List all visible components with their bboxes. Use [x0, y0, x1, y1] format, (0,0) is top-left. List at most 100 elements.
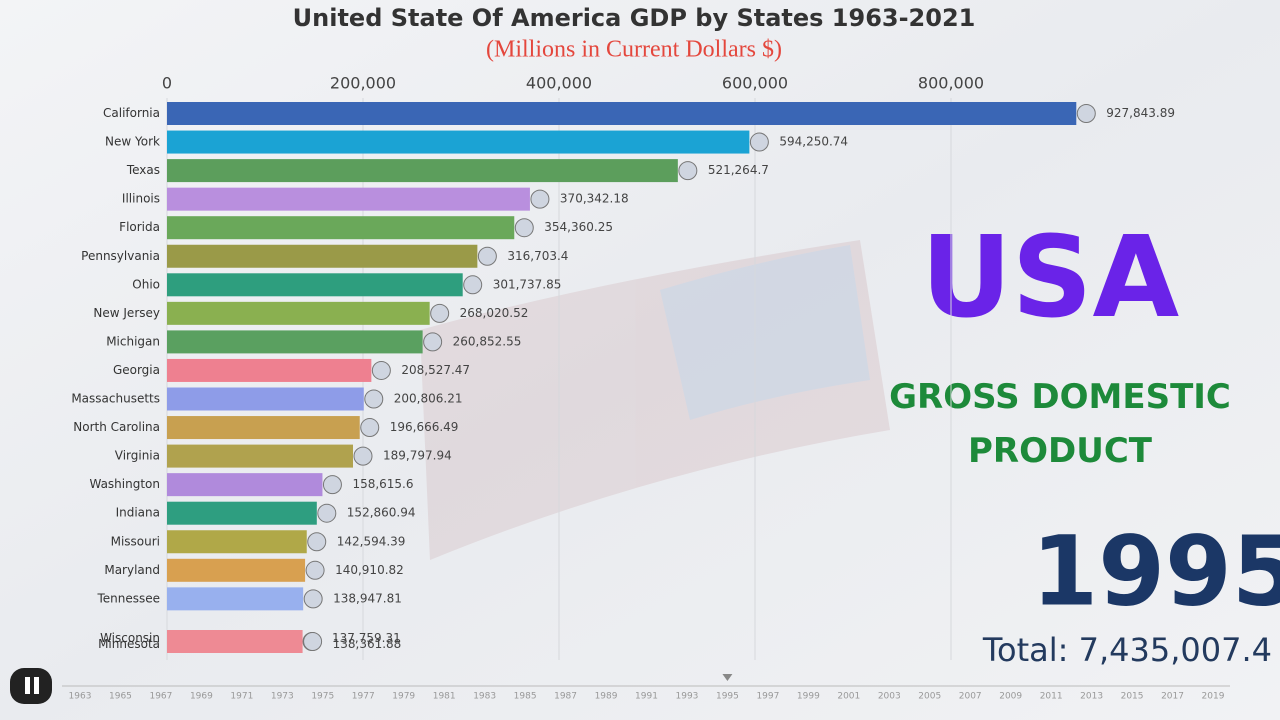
total: Total: 7,435,007.4	[982, 631, 1272, 669]
bar	[167, 358, 372, 382]
value-label: 208,527.47	[401, 363, 470, 377]
timeline-label: 2003	[878, 692, 901, 702]
timeline-label: 1977	[352, 692, 375, 702]
bar	[167, 387, 364, 411]
x-tick-label: 200,000	[330, 74, 396, 93]
value-label: 927,843.89	[1106, 106, 1175, 120]
state-flag	[749, 132, 769, 152]
category-label: Tennessee	[96, 591, 160, 605]
timeline-label: 2009	[999, 692, 1022, 702]
year: 1995	[1031, 515, 1280, 627]
value-label: 140,910.82	[335, 563, 404, 577]
bar	[167, 501, 317, 525]
x-tick-label: 0	[162, 74, 172, 93]
value-label: 316,703.4	[507, 249, 568, 263]
category-label: Indiana	[116, 506, 160, 520]
category-label: California	[103, 106, 160, 120]
value-label: 268,020.52	[460, 306, 529, 320]
value-label: 521,264.7	[708, 163, 769, 177]
timeline-label: 1963	[69, 692, 92, 702]
state-flag	[307, 532, 327, 552]
value-label: 370,342.18	[560, 192, 629, 206]
category-label: Massachusetts	[71, 392, 160, 406]
state-flag	[303, 632, 323, 651]
value-label: 158,615.6	[352, 477, 413, 491]
value-label: 260,852.55	[453, 334, 522, 348]
category-label: New Jersey	[93, 306, 160, 320]
value-label: 152,860.94	[347, 506, 416, 520]
headline: USA	[921, 213, 1180, 343]
bar	[167, 102, 1077, 125]
state-flag	[303, 589, 323, 609]
bar	[167, 301, 430, 325]
state-flag	[305, 560, 325, 580]
category-label: Missouri	[111, 534, 160, 548]
state-flag	[463, 275, 483, 295]
category-label: Florida	[119, 220, 160, 234]
state-flag	[423, 332, 443, 352]
category-label: Michigan	[106, 334, 160, 348]
bar	[167, 273, 463, 297]
value-label: 200,806.21	[394, 392, 463, 406]
timeline-label: 1967	[149, 692, 172, 702]
timeline-label: 1981	[433, 692, 456, 702]
caption-box: GROSS DOMESTIC PRODUCT	[889, 377, 1231, 471]
state-flag	[530, 189, 550, 209]
category-label: North Carolina	[73, 420, 160, 434]
bar	[167, 630, 303, 653]
pause-button[interactable]	[10, 668, 52, 704]
x-tick-label: 400,000	[526, 74, 592, 93]
category-label: Georgia	[113, 363, 160, 377]
state-flag	[1076, 104, 1096, 123]
state-flag	[514, 218, 534, 238]
x-tick-label: 600,000	[722, 74, 788, 93]
pause-icon	[25, 677, 30, 694]
value-label: 138,361.88	[333, 637, 402, 651]
category-label: Illinois	[122, 192, 160, 206]
value-label: 301,737.85	[493, 277, 562, 291]
timeline-label: 2011	[1040, 692, 1063, 702]
category-label: Maryland	[104, 563, 160, 577]
state-flag	[678, 161, 698, 181]
timeline-label: 1985	[514, 692, 537, 702]
timeline-label: 1971	[230, 692, 253, 702]
timeline-label: 2001	[837, 692, 860, 702]
value-label: 138,947.81	[333, 591, 402, 605]
timeline-label: 2005	[918, 692, 941, 702]
bar	[167, 216, 515, 240]
bar	[167, 159, 678, 183]
timeline-label: 1979	[392, 692, 415, 702]
flag-decoration	[420, 240, 890, 560]
category-label: Wisconsin	[100, 631, 160, 645]
bar	[167, 244, 478, 268]
bar	[167, 587, 304, 611]
timeline-label: 1969	[190, 692, 213, 702]
state-flag	[430, 303, 450, 323]
category-label: Washington	[89, 477, 160, 491]
x-tick-label: 800,000	[918, 74, 984, 93]
bar	[167, 558, 306, 582]
value-label: 354,360.25	[544, 220, 613, 234]
state-flag	[353, 446, 373, 466]
state-flag	[360, 418, 380, 438]
timeline-label: 1975	[311, 692, 334, 702]
pause-icon	[34, 677, 39, 694]
timeline-label: 2017	[1161, 692, 1184, 702]
chart-subtitle: (Millions in Current Dollars $)	[486, 37, 782, 63]
state-flag	[477, 246, 497, 266]
category-label: Pennsylvania	[81, 249, 160, 263]
bar	[167, 416, 360, 440]
timeline-label: 1999	[797, 692, 820, 702]
timeline-label: 1989	[595, 692, 618, 702]
bar	[167, 187, 530, 211]
timeline-label: 2013	[1080, 692, 1103, 702]
timeline-label: 1993	[676, 692, 699, 702]
state-flag	[317, 503, 337, 523]
timeline-label: 2015	[1121, 692, 1144, 702]
value-label: 137,759.31	[332, 631, 401, 645]
category-label: Virginia	[115, 449, 160, 463]
bar	[167, 130, 750, 154]
chart-title: United State Of America GDP by States 19…	[293, 4, 976, 32]
caption: GROSS DOMESTIC PRODUCT	[889, 377, 1231, 471]
